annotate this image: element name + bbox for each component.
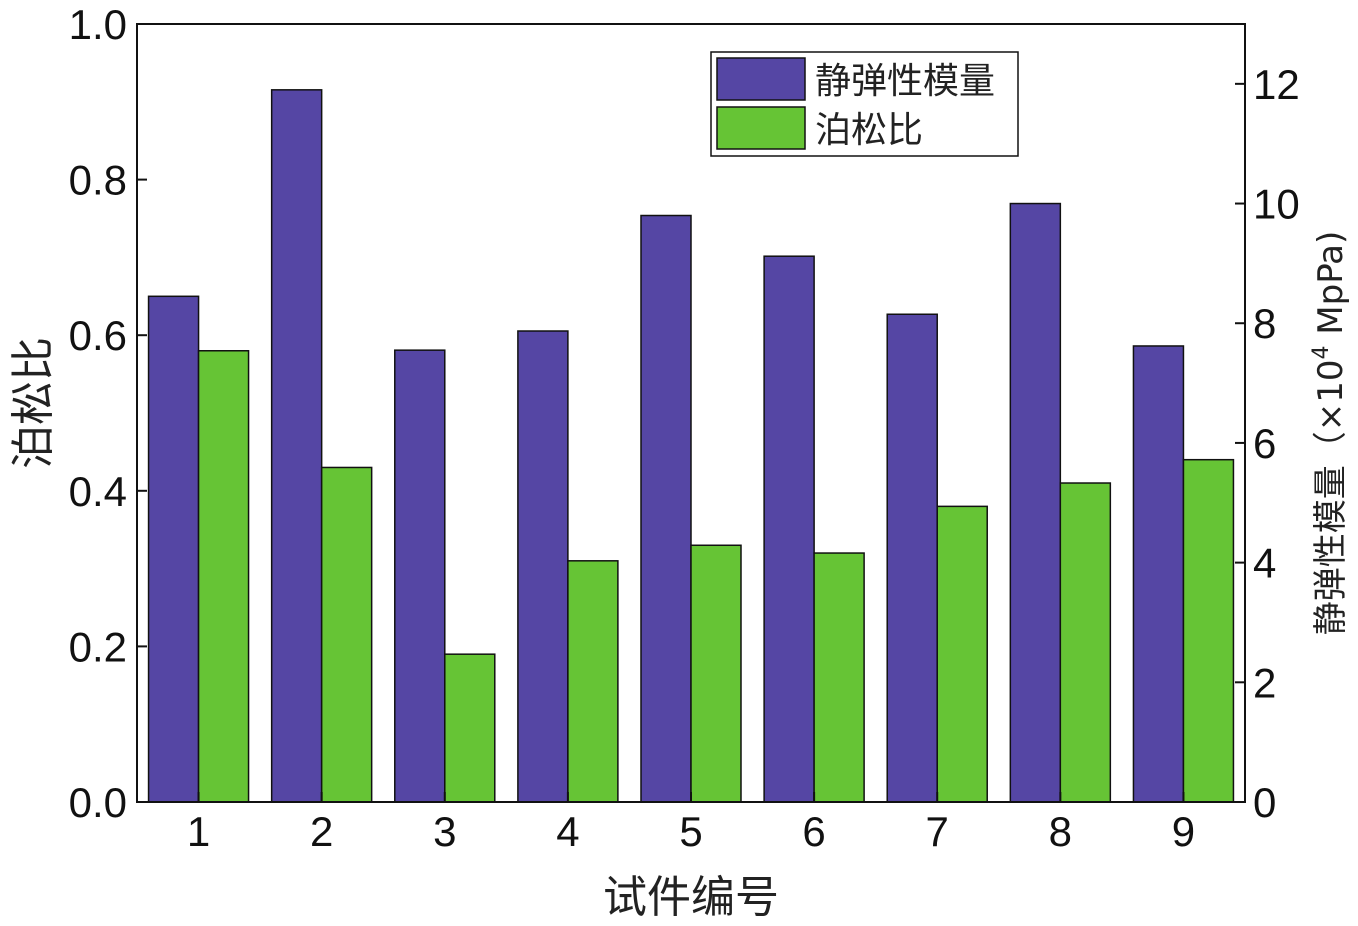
legend-label-poisson: 泊松比 bbox=[815, 110, 923, 151]
bar-modulus-8 bbox=[1009, 202, 1062, 803]
x-tick-label: 7 bbox=[926, 808, 949, 855]
right-tick-label: 0 bbox=[1253, 779, 1276, 826]
right-tick-label: 10 bbox=[1253, 181, 1300, 228]
right-axis-title-unit: MpPa) bbox=[1311, 231, 1351, 346]
right-tick-label: 4 bbox=[1253, 540, 1276, 587]
legend-label-modulus: 静弹性模量 bbox=[815, 61, 995, 102]
bar-poisson-5 bbox=[690, 544, 742, 803]
x-tick-label: 2 bbox=[310, 808, 333, 855]
x-tick-label: 3 bbox=[433, 808, 456, 855]
bar-poisson-6 bbox=[813, 552, 865, 803]
x-tick-label: 6 bbox=[802, 808, 825, 855]
bar-poisson-3 bbox=[444, 653, 496, 803]
ticks-group bbox=[137, 23, 1245, 803]
right-axis-title: 静弹性模量（×104 MpPa) bbox=[1309, 231, 1351, 636]
left-tick-label: 1.0 bbox=[69, 1, 127, 48]
legend: 静弹性模量 泊松比 bbox=[710, 51, 1019, 157]
bar-poisson-2 bbox=[320, 466, 373, 803]
bar-poisson-9 bbox=[1182, 458, 1235, 803]
x-tick-label: 5 bbox=[679, 808, 702, 855]
right-tick-label: 12 bbox=[1253, 61, 1300, 108]
right-tick-label: 2 bbox=[1253, 659, 1276, 706]
bar-modulus-1 bbox=[147, 295, 200, 803]
right-axis-title-sup: 4 bbox=[1309, 346, 1334, 360]
bar-modulus-7 bbox=[886, 313, 938, 803]
legend-swatch-modulus bbox=[716, 57, 806, 101]
bars-group bbox=[147, 89, 1235, 803]
bar-modulus-3 bbox=[394, 349, 446, 803]
legend-swatch-poisson bbox=[716, 106, 806, 150]
x-tick-label: 9 bbox=[1172, 808, 1195, 855]
left-tick-label: 0.0 bbox=[69, 779, 127, 826]
left-tick-label: 0.4 bbox=[69, 468, 127, 515]
x-axis-title: 试件编号 bbox=[603, 872, 779, 923]
x-tick-label: 4 bbox=[556, 808, 579, 855]
left-tick-label: 0.6 bbox=[69, 312, 127, 359]
bar-modulus-4 bbox=[517, 330, 569, 803]
right-tick-label: 6 bbox=[1253, 420, 1276, 467]
bar-poisson-4 bbox=[567, 560, 619, 803]
bar-modulus-6 bbox=[763, 255, 815, 803]
x-tick-label: 1 bbox=[187, 808, 210, 855]
bar-modulus-5 bbox=[640, 214, 692, 803]
left-tick-label: 0.8 bbox=[69, 157, 127, 204]
bar-modulus-2 bbox=[270, 89, 323, 803]
bar-poisson-1 bbox=[197, 350, 250, 803]
left-tick-label: 0.2 bbox=[69, 623, 127, 670]
bar-modulus-9 bbox=[1132, 345, 1185, 803]
left-axis-title: 泊松比 bbox=[8, 337, 59, 469]
x-tick-label: 8 bbox=[1049, 808, 1072, 855]
bar-poisson-7 bbox=[936, 505, 988, 803]
bar-poisson-8 bbox=[1059, 482, 1112, 803]
right-tick-label: 8 bbox=[1253, 300, 1276, 347]
right-axis-title-main: 静弹性模量（×10 bbox=[1311, 360, 1351, 636]
